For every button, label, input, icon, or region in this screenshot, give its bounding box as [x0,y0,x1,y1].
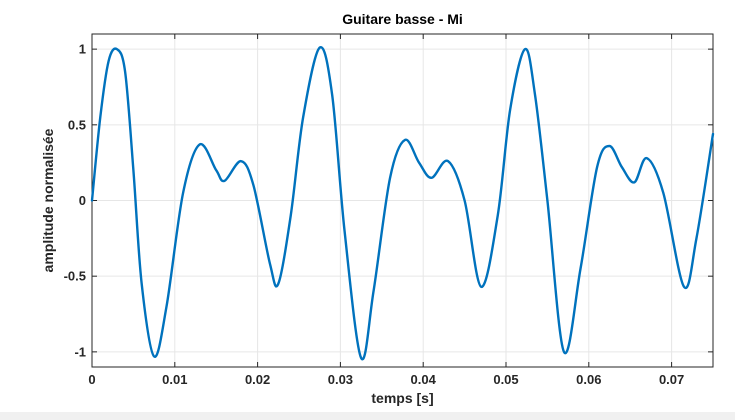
y-tick-label: 0.5 [68,117,86,132]
x-tick-label: 0 [88,372,95,387]
x-ticks: 0 0.01 0.02 0.03 0.04 0.05 0.06 0.07 [88,34,684,387]
x-tick-label: 0.01 [162,372,187,387]
y-tick-label: -0.5 [64,269,86,284]
y-axis-label: amplitude normalisée [40,128,56,272]
x-tick-label: 0.05 [493,372,518,387]
x-axis-label: temps [s] [371,390,433,406]
x-tick-label: 0.07 [659,372,684,387]
series-group [90,46,715,361]
grid [91,34,713,367]
y-tick-label: 0 [79,193,86,208]
y-tick-label: -1 [74,344,86,359]
y-ticks: -1 -0.5 0 0.5 1 [64,42,713,359]
y-tick-label: 1 [79,42,86,57]
series-line [90,46,715,361]
x-tick-label: 0.04 [411,372,437,387]
x-tick-label: 0.02 [245,372,270,387]
chart-title: Guitare basse - Mi [342,11,463,27]
x-tick-label: 0.06 [576,372,601,387]
x-tick-label: 0.03 [328,372,353,387]
